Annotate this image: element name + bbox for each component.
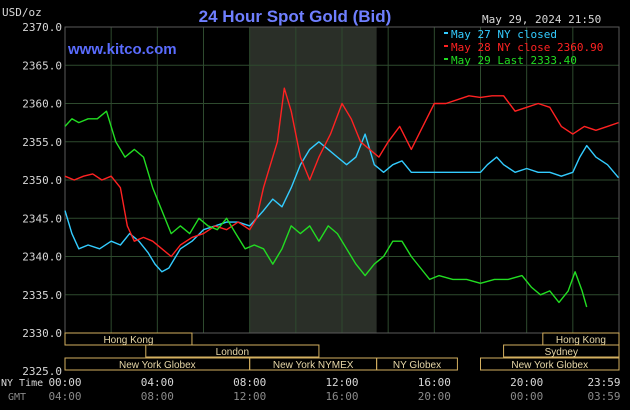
y-axis-label: USD/oz [2, 6, 42, 19]
session-label: NY Globex [393, 360, 441, 371]
x-tick-label-gmt: 00:00 [510, 390, 543, 403]
x-tick-labels: 00:00 04:00 08:00 12:00 16:00 20:00 23:5904:00… [48, 376, 620, 403]
session-label: Sydney [545, 347, 578, 358]
x-tick-label-ny: 23:59 [587, 376, 620, 389]
x-tick-label-gmt: 08:00 [141, 390, 174, 403]
legend-entry: May 29 Last 2333.40 [451, 54, 577, 67]
x-tick-label-gmt: 04:00 [48, 390, 81, 403]
x-tick-label-ny: 16:00 [418, 376, 451, 389]
x-tick-label-gmt: 12:00 [233, 390, 266, 403]
y-tick-label: 2370.0 [22, 21, 62, 34]
y-tick-label: 2355.0 [22, 136, 62, 149]
y-tick-label: 2350.0 [22, 174, 62, 187]
session-label: Hong Kong [103, 335, 153, 346]
chart-title: 24 Hour Spot Gold (Bid) [199, 7, 392, 26]
x-tick-label-ny: 04:00 [141, 376, 174, 389]
y-tick-label: 2360.0 [22, 98, 62, 111]
x-tick-label-gmt: 16:00 [325, 390, 358, 403]
legend-swatch [444, 45, 448, 47]
watermark: www.kitco.com [67, 41, 177, 58]
y-tick-label: 2340.0 [22, 251, 62, 264]
y-tick-label: 2330.0 [22, 327, 62, 340]
chart-date: May 29, 2024 21:50 [482, 13, 601, 26]
legend-swatch [444, 32, 448, 34]
y-tick-labels: 2370.0 2365.0 2360.0 2355.0 2350.0 2345.0 2340… [22, 21, 62, 378]
y-tick-label: 2345.0 [22, 212, 62, 225]
session-box [64, 332, 193, 346]
session-label: Hong Kong [556, 335, 606, 346]
session-label: New York Globex [119, 360, 196, 371]
session-box [376, 357, 458, 371]
x-tick-label-ny: 12:00 [325, 376, 358, 389]
x-tick-label-ny: 20:00 [510, 376, 543, 389]
x-label-gmt: GMT [8, 392, 26, 403]
session-label: New York Globex [511, 360, 588, 371]
legend-entry: May 28 NY close 2360.90 [451, 41, 603, 54]
session-label: New York NYMEX [273, 360, 354, 371]
x-tick-label-ny: 08:00 [233, 376, 266, 389]
y-tick-label: 2335.0 [22, 289, 62, 302]
x-tick-label-gmt: 20:00 [418, 390, 451, 403]
legend-entry: May 27 NY closed [451, 28, 557, 41]
session-box [145, 344, 320, 358]
legend-swatch [444, 58, 448, 60]
x-label-ny: NY Time [1, 378, 43, 389]
session-box [480, 357, 620, 371]
series-line [64, 87, 619, 258]
series-lines [64, 87, 620, 308]
series-line [64, 133, 620, 273]
plot-frame [64, 26, 620, 334]
y-tick-label: 2325.0 [22, 365, 62, 378]
trading-sessions: Hong Kong Hong Kong London Sydney New York G… [64, 332, 620, 371]
grid [64, 26, 620, 334]
series-line [64, 110, 588, 308]
y-tick-label: 2365.0 [22, 59, 62, 72]
x-tick-label-gmt: 03:59 [587, 390, 620, 403]
session-label: London [216, 347, 249, 358]
session-box [503, 344, 620, 358]
x-tick-label-ny: 00:00 [48, 376, 81, 389]
